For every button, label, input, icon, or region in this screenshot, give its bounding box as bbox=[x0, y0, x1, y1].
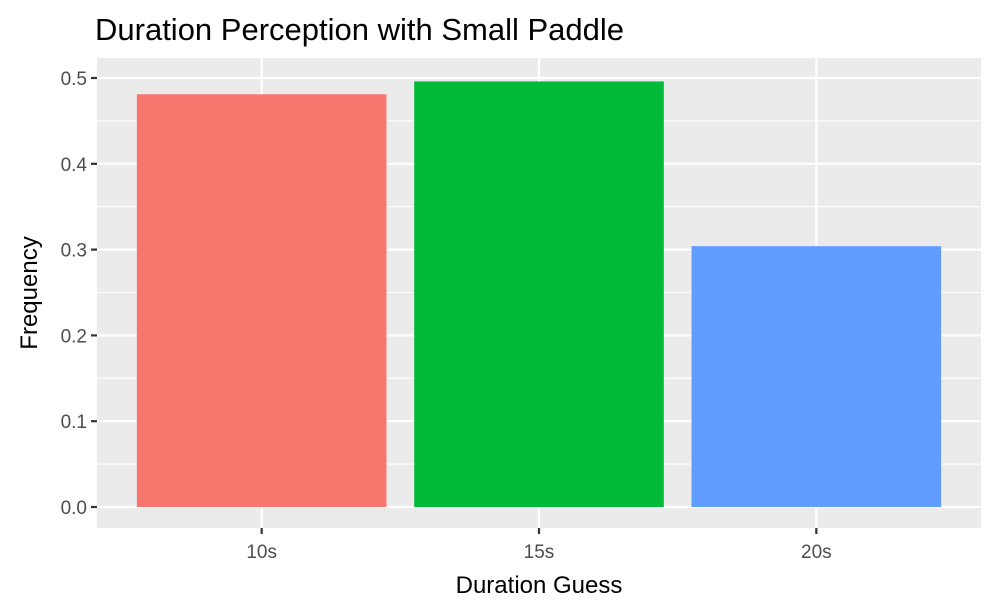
y-tick-label: 0.4 bbox=[61, 155, 88, 176]
y-axis-title: Frequency bbox=[16, 236, 43, 349]
x-tick-label: 15s bbox=[524, 542, 555, 563]
y-axis: 0.0 0.1 0.2 0.3 0.4 0.5 bbox=[61, 69, 97, 519]
chart-title: Duration Perception with Small Paddle bbox=[95, 12, 624, 47]
y-tick-label: 0.1 bbox=[61, 412, 87, 433]
bar-10s bbox=[136, 94, 387, 507]
bar-15s bbox=[414, 81, 664, 507]
y-tick-label: 0.0 bbox=[61, 498, 87, 519]
x-axis-title: Duration Guess bbox=[456, 572, 623, 599]
bars bbox=[136, 81, 942, 507]
y-tick-label: 0.5 bbox=[61, 69, 87, 90]
bar-20s bbox=[691, 246, 942, 507]
y-tick-label: 0.3 bbox=[61, 241, 87, 262]
x-tick-label: 20s bbox=[801, 542, 832, 563]
x-axis: 10s 15s 20s bbox=[246, 528, 832, 563]
x-tick-label: 10s bbox=[246, 542, 277, 563]
y-tick-label: 0.2 bbox=[61, 326, 87, 347]
